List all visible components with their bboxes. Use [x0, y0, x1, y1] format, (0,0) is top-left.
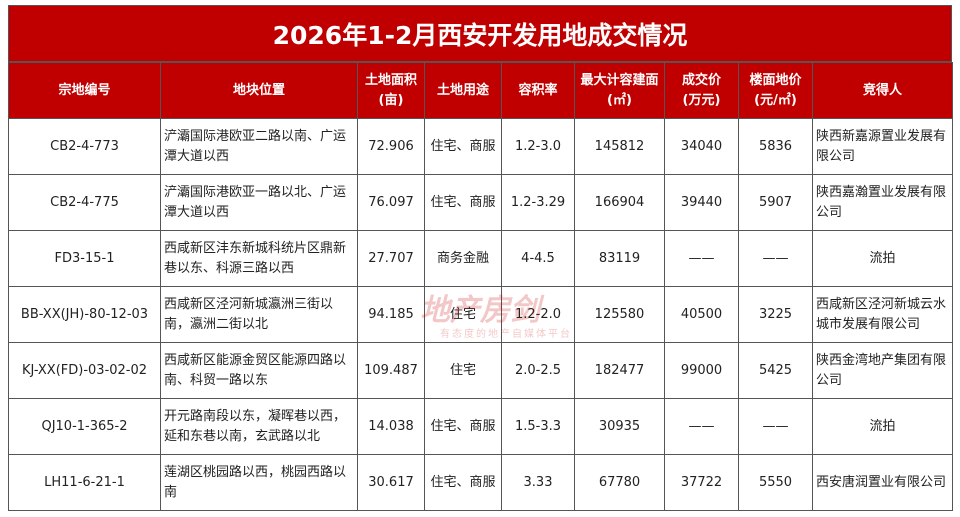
- cell: 30.617: [357, 454, 425, 511]
- cell: 14.038: [357, 398, 425, 455]
- cell: 西咸新区泾河新城云水城市发展有限公司: [812, 286, 953, 343]
- cell: 145812: [574, 118, 665, 175]
- cell: 4-4.5: [501, 230, 575, 287]
- cell: 莲湖区桃园路以西，桃园西路以南: [160, 454, 358, 511]
- cell: 30935: [574, 398, 665, 455]
- cell: KJ-XX(FD)-03-02-02: [8, 342, 161, 399]
- cell: 住宅: [424, 342, 502, 399]
- cell: 166904: [574, 174, 665, 231]
- cell: 住宅、商服: [424, 174, 502, 231]
- table-row: LH11-6-21-1 莲湖区桃园路以西，桃园西路以南 30.617 住宅、商服 3.3…: [8, 454, 953, 511]
- cell: 76.097: [357, 174, 425, 231]
- cell: 西安唐润置业有限公司: [812, 454, 953, 511]
- cell: 40500: [664, 286, 739, 343]
- cell: 5836: [738, 118, 813, 175]
- cell: 商务金融: [424, 230, 502, 287]
- cell: 5425: [738, 342, 813, 399]
- cell: 西咸新区泾河新城瀛洲三街以南，瀛洲二街以北: [160, 286, 358, 343]
- cell: QJ10-1-365-2: [8, 398, 161, 455]
- cell: LH11-6-21-1: [8, 454, 161, 511]
- title: 2026年1-2月西安开发用地成交情况: [8, 5, 952, 62]
- cell: 1.2-2.0: [501, 286, 575, 343]
- cell: 西咸新区能源金贸区能源四路以南、科贸一路以东: [160, 342, 358, 399]
- cell: 住宅、商服: [424, 118, 502, 175]
- cell: 开元路南段以东，凝晖巷以西，延和东巷以南，玄武路以北: [160, 398, 358, 455]
- table-row: CB2-4-775 浐灞国际港欧亚一路以北、广运潭大道以西 76.097 住宅、商服 1…: [8, 174, 953, 231]
- cell: FD3-15-1: [8, 230, 161, 287]
- cell: 37722: [664, 454, 739, 511]
- cell: 1.2-3.0: [501, 118, 575, 175]
- cell: 3225: [738, 286, 813, 343]
- cell: 72.906: [357, 118, 425, 175]
- cell: 109.487: [357, 342, 425, 399]
- column-header: 地块位置: [160, 62, 358, 119]
- cell: CB2-4-775: [8, 174, 161, 231]
- cell: 住宅: [424, 286, 502, 343]
- cell: 27.707: [357, 230, 425, 287]
- cell: 陕西金湾地产集团有限公司: [812, 342, 953, 399]
- cell: 流拍: [812, 398, 953, 455]
- cell: BB-XX(JH)-80-12-03: [8, 286, 161, 343]
- cell: ——: [738, 398, 813, 455]
- cell: 流拍: [812, 230, 953, 287]
- cell: 5907: [738, 174, 813, 231]
- cell: 5550: [738, 454, 813, 511]
- cell: 浐灞国际港欧亚一路以北、广运潭大道以西: [160, 174, 358, 231]
- table-row: QJ10-1-365-2 开元路南段以东，凝晖巷以西，延和东巷以南，玄武路以北 14…: [8, 398, 953, 455]
- cell: 陕西新嘉源置业发展有限公司: [812, 118, 953, 175]
- cell: 99000: [664, 342, 739, 399]
- cell: 2.0-2.5: [501, 342, 575, 399]
- table-row: CB2-4-773 浐灞国际港欧亚二路以南、广运潭大道以西 72.906 住宅、商服 1…: [8, 118, 953, 175]
- land-table: 宗地编号 地块位置 土地面积 (亩) 土地用途 容积率 最大计容建面 (㎡) 成交价 (万元…: [8, 62, 953, 511]
- column-header: 成交价 (万元): [664, 62, 739, 119]
- header-row: 宗地编号 地块位置 土地面积 (亩) 土地用途 容积率 最大计容建面 (㎡) 成交价 (万元…: [8, 62, 953, 119]
- cell: 83119: [574, 230, 665, 287]
- cell: 67780: [574, 454, 665, 511]
- column-header: 土地用途: [424, 62, 502, 119]
- column-header: 楼面地价 (元/㎡): [738, 62, 813, 119]
- cell: 西咸新区沣东新城科统片区鼎新巷以东、科源三路以西: [160, 230, 358, 287]
- cell: 住宅、商服: [424, 454, 502, 511]
- cell: 住宅、商服: [424, 398, 502, 455]
- table-row: BB-XX(JH)-80-12-03 西咸新区泾河新城瀛洲三街以南，瀛洲二街以北 9…: [8, 286, 953, 343]
- cell: ——: [664, 398, 739, 455]
- column-header: 土地面积 (亩): [357, 62, 425, 119]
- cell: 39440: [664, 174, 739, 231]
- column-header: 竞得人: [812, 62, 953, 119]
- cell: 陕西嘉瀚置业发展有限公司: [812, 174, 953, 231]
- cell: 125580: [574, 286, 665, 343]
- cell: 34040: [664, 118, 739, 175]
- cell: 浐灞国际港欧亚二路以南、广运潭大道以西: [160, 118, 358, 175]
- cell: 94.185: [357, 286, 425, 343]
- cell: 182477: [574, 342, 665, 399]
- cell: 1.5-3.3: [501, 398, 575, 455]
- cell: ——: [738, 230, 813, 287]
- column-header: 宗地编号: [8, 62, 161, 119]
- column-header: 最大计容建面 (㎡): [574, 62, 665, 119]
- table-row: KJ-XX(FD)-03-02-02 西咸新区能源金贸区能源四路以南、科贸一路以东…: [8, 342, 953, 399]
- cell: 1.2-3.29: [501, 174, 575, 231]
- column-header: 容积率: [501, 62, 575, 119]
- cell: 3.33: [501, 454, 575, 511]
- cell: CB2-4-773: [8, 118, 161, 175]
- cell: ——: [664, 230, 739, 287]
- table-row: FD3-15-1 西咸新区沣东新城科统片区鼎新巷以东、科源三路以西 27.707 商务…: [8, 230, 953, 287]
